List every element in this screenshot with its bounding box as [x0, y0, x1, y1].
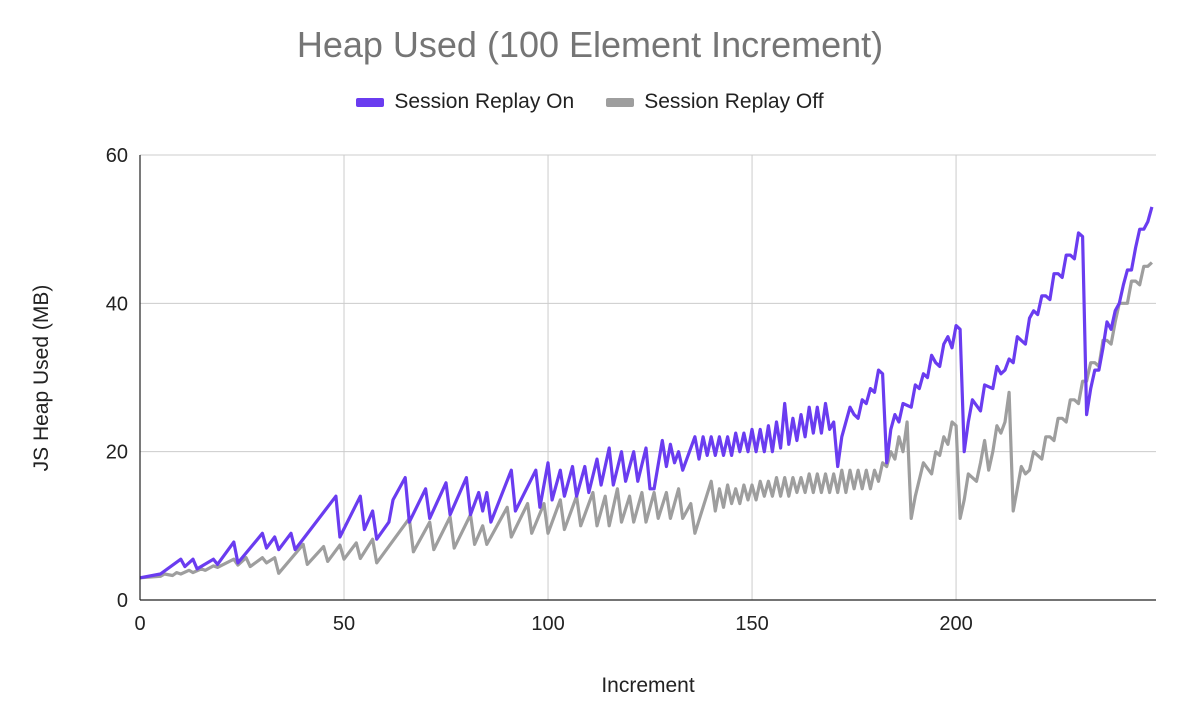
y-axis-title: JS Heap Used (MB) [30, 285, 53, 472]
series-lines [139, 206, 1154, 580]
y-tick-label: 0 [117, 590, 128, 612]
axes [139, 155, 1156, 601]
legend-item-session-replay-on: Session Replay On [356, 90, 574, 114]
x-tick-label: 0 [134, 613, 145, 635]
legend-label-on: Session Replay On [394, 90, 575, 113]
series-line-session-replay-off [139, 261, 1153, 580]
x-tick-label: 50 [333, 613, 355, 635]
tick-labels: 0 20 40 60 0 50 100 150 200 [106, 145, 973, 635]
legend-swatch-off [606, 97, 635, 107]
chart-title: Heap Used (100 Element Increment) [296, 24, 884, 65]
x-tick-label: 100 [531, 613, 564, 635]
y-tick-label: 60 [106, 145, 128, 167]
legend-swatch-on [356, 97, 385, 107]
y-tick-label: 40 [106, 293, 128, 315]
legend-label-off: Session Replay Off [644, 90, 824, 113]
x-tick-label: 150 [735, 613, 768, 635]
y-tick-label: 20 [106, 442, 128, 464]
legend-item-session-replay-off: Session Replay Off [606, 90, 824, 114]
x-axis-title: Increment [601, 674, 695, 697]
x-tick-label: 200 [939, 613, 972, 635]
legend: Session Replay On Session Replay Off [0, 90, 1180, 114]
series-line-session-replay-on [139, 206, 1154, 580]
